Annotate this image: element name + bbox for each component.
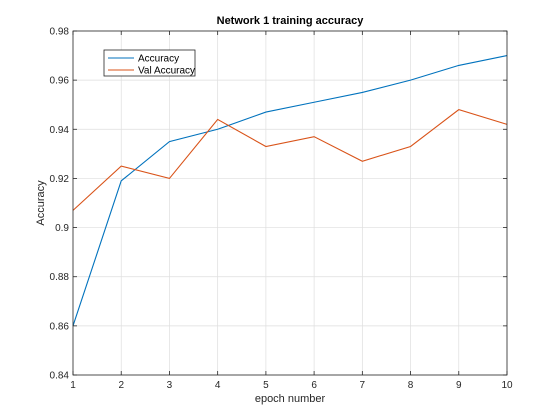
axis-ticks: 1 2 3 4 5 6 7 8 9 10 0.84 0.86 0.88 0.9 0.92 0.94 0.96 0.… — [50, 27, 513, 392]
data-point-accuracy — [168, 140, 170, 142]
data-point-val-accuracy — [458, 108, 460, 110]
y-tick-label: 0.86 — [50, 321, 70, 332]
y-tick-label: 0.9 — [55, 223, 69, 234]
plot-frame — [72, 30, 508, 376]
legend-label-val-accuracy: Val Accuracy — [138, 66, 195, 77]
data-point-val-accuracy — [120, 165, 122, 167]
x-tick-label: 8 — [408, 380, 414, 391]
data-point-val-accuracy — [265, 145, 267, 147]
y-tick-label: 0.92 — [50, 174, 70, 185]
y-tick-label: 0.88 — [50, 272, 70, 283]
y-axis-label: Accuracy — [35, 180, 47, 226]
y-tick-label: 0.84 — [50, 371, 70, 382]
x-tick-label: 5 — [263, 380, 269, 391]
x-tick-label: 3 — [167, 380, 173, 391]
data-point-val-accuracy — [409, 145, 411, 147]
data-point-val-accuracy — [313, 135, 315, 137]
x-axis-label: epoch number — [255, 393, 326, 405]
chart-title: Network 1 training accuracy — [217, 15, 365, 27]
data-point-val-accuracy — [216, 118, 218, 120]
data-point-accuracy — [409, 79, 411, 81]
x-tick-label: 9 — [456, 380, 462, 391]
data-point-accuracy — [216, 128, 218, 130]
y-tick-label: 0.98 — [50, 27, 70, 38]
legend-box — [103, 49, 196, 77]
series-line-val-accuracy — [72, 109, 508, 211]
data-point-accuracy — [361, 91, 363, 93]
data-point-val-accuracy — [361, 160, 363, 162]
data-point-accuracy — [313, 101, 315, 103]
x-tick-label: 10 — [501, 380, 513, 391]
data-point-accuracy — [265, 111, 267, 113]
plot-area — [73, 31, 507, 375]
x-tick-label: 6 — [311, 380, 317, 391]
series-lines — [72, 55, 508, 327]
x-tick-label: 4 — [215, 380, 221, 391]
y-tick-label: 0.94 — [50, 125, 70, 136]
data-point-accuracy — [120, 180, 122, 182]
x-tick-label: 1 — [70, 380, 76, 391]
series-line-accuracy — [72, 55, 508, 327]
x-tick-label: 2 — [118, 380, 124, 391]
data-point-val-accuracy — [168, 177, 170, 179]
legend: Accuracy Val Accuracy — [103, 49, 196, 77]
x-tick-label: 7 — [360, 380, 366, 391]
legend-label-accuracy: Accuracy — [138, 54, 179, 65]
y-tick-label: 0.96 — [50, 76, 70, 87]
data-point-accuracy — [458, 64, 460, 66]
